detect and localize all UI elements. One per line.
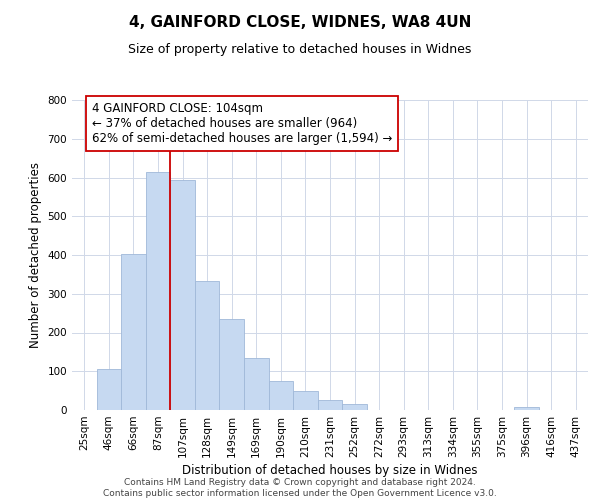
Bar	[121, 254, 146, 410]
Bar	[170, 180, 195, 410]
Text: 4 GAINFORD CLOSE: 104sqm
← 37% of detached houses are smaller (964)
62% of semi-: 4 GAINFORD CLOSE: 104sqm ← 37% of detach…	[92, 102, 392, 145]
Text: Contains HM Land Registry data © Crown copyright and database right 2024.
Contai: Contains HM Land Registry data © Crown c…	[103, 478, 497, 498]
Bar	[293, 390, 318, 410]
Bar	[195, 282, 220, 410]
Bar	[220, 318, 244, 410]
Bar	[269, 380, 293, 410]
Bar	[342, 404, 367, 410]
Bar	[244, 358, 269, 410]
Bar	[97, 368, 121, 410]
Bar	[514, 407, 539, 410]
Text: 4, GAINFORD CLOSE, WIDNES, WA8 4UN: 4, GAINFORD CLOSE, WIDNES, WA8 4UN	[129, 15, 471, 30]
Bar	[318, 400, 342, 410]
X-axis label: Distribution of detached houses by size in Widnes: Distribution of detached houses by size …	[182, 464, 478, 477]
Text: Size of property relative to detached houses in Widnes: Size of property relative to detached ho…	[128, 42, 472, 56]
Y-axis label: Number of detached properties: Number of detached properties	[29, 162, 42, 348]
Bar	[146, 172, 170, 410]
